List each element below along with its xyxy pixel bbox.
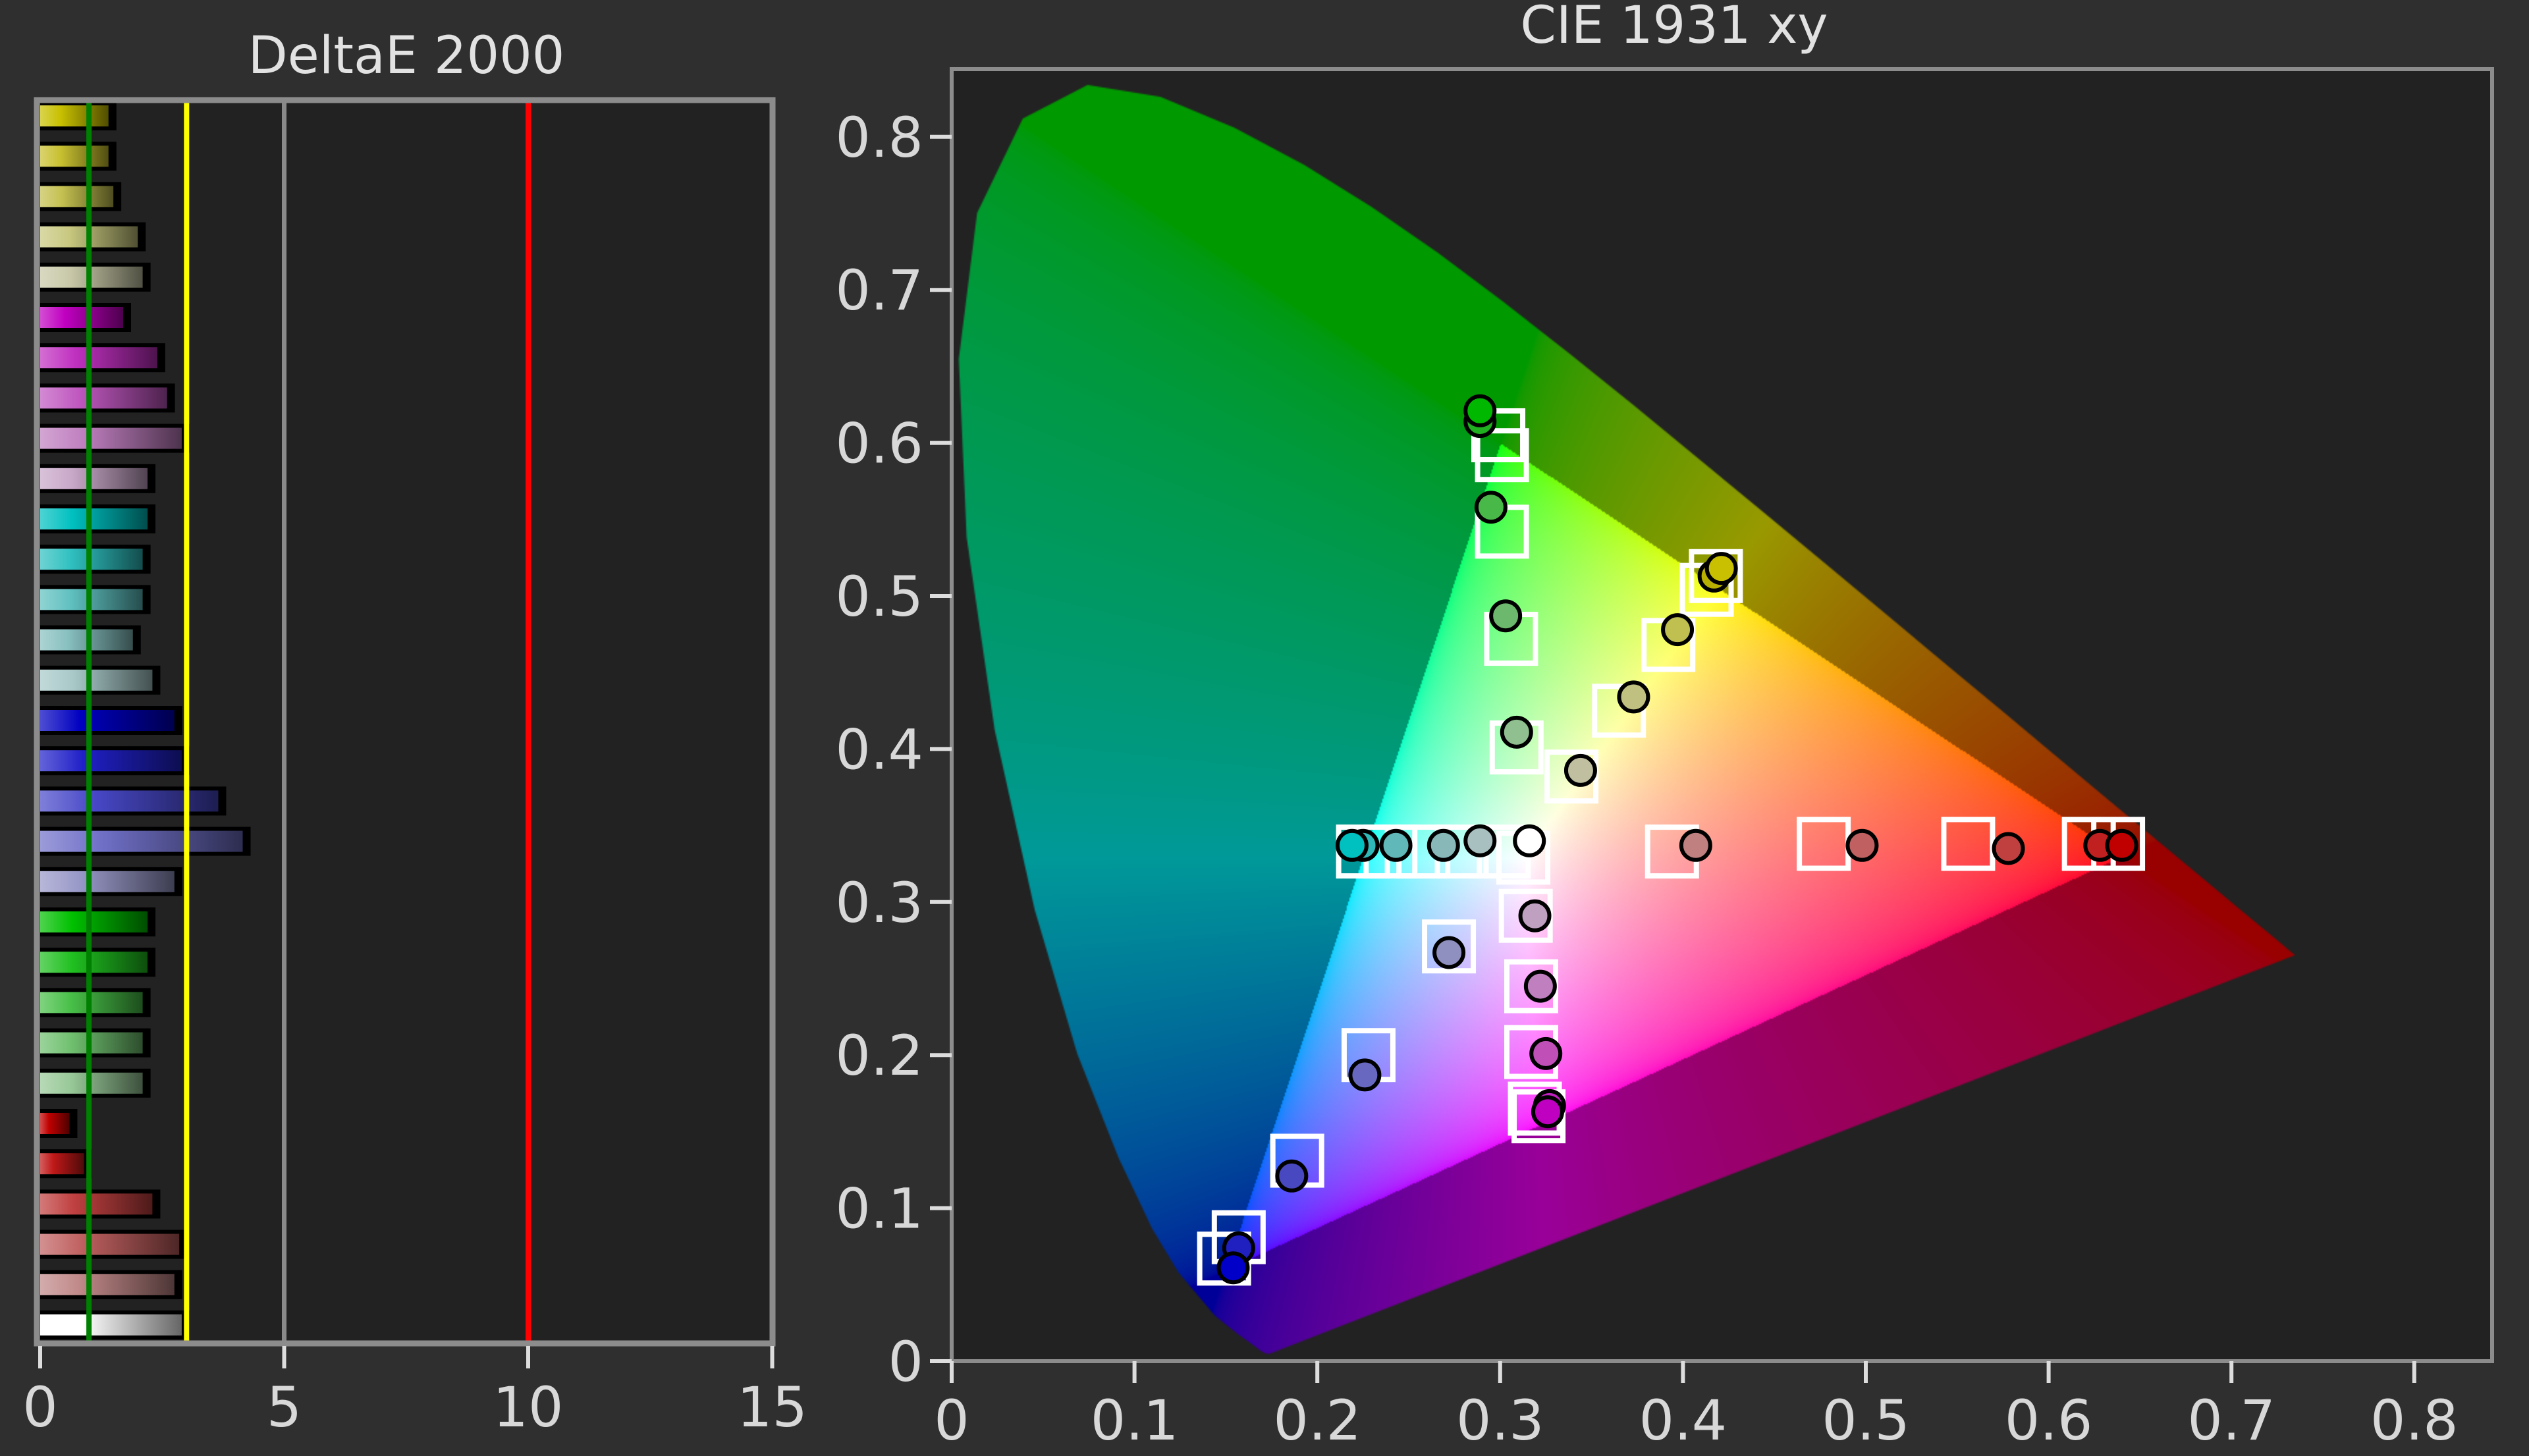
x-tick-label: 0.6 [2005,1388,2093,1453]
measured-point [1216,1251,1250,1285]
measured-point [1463,394,1497,427]
measured-point [1523,969,1557,1003]
deltae-bar [40,871,175,892]
deltae-bar [40,669,153,691]
cie-chart-title: CIE 1931 xy [1520,0,1828,55]
deltae-bar [40,710,175,731]
measured-point [1474,491,1508,524]
deltae-bar [40,105,109,126]
measured-point [1513,824,1546,857]
x-tick-label: 0.3 [1456,1388,1544,1453]
x-tick-label: 15 [737,1375,807,1440]
deltae-bar [40,911,148,932]
measured-markers [1216,394,2138,1285]
y-tick-label: 0.6 [835,412,923,476]
measured-point [1500,715,1533,749]
deltae-bar [40,750,182,772]
target-marker [1941,817,1996,871]
x-tick-label: 0.1 [1091,1388,1179,1453]
x-tick-label: 0.7 [2187,1388,2275,1453]
deltae-reference-lines [86,100,531,1343]
deltae-bar [40,1314,182,1335]
measured-point [1679,828,1712,862]
measured-point [1463,824,1497,857]
deltae-bar [40,830,243,852]
deltae-bar [40,1274,175,1295]
measured-point [1845,828,1879,862]
x-tick-label: 5 [267,1375,302,1440]
y-tick-label: 0 [888,1330,923,1394]
y-tick-label: 0.3 [835,871,923,935]
target-marker [1475,428,1529,483]
deltae-bar [40,790,219,812]
deltae-bar [40,1233,180,1255]
deltae-bar [40,952,148,973]
measured-point [1348,1058,1382,1092]
measured-point [1432,936,1466,969]
deltae-bar [40,307,123,328]
x-tick-label: 0.5 [1822,1388,1910,1453]
measured-point [1704,552,1738,585]
measured-point [1335,828,1369,862]
deltae-bar [40,1153,84,1175]
measured-point [1992,832,2025,865]
y-tick-label: 0.4 [835,717,923,782]
measured-point [2105,828,2138,862]
deltae-bar [40,468,148,489]
target-marker [1689,549,1743,603]
deltae-bar [40,1193,153,1215]
deltae-chart-title: DeltaE 2000 [248,26,565,86]
x-tick-label: 0 [934,1388,969,1453]
cie-chromaticity-diagram [952,69,2492,1361]
x-tick-label: 0.8 [2370,1388,2459,1453]
x-tick-label: 0 [22,1375,57,1440]
cie-plot-frame [950,67,2494,1363]
deltae-bar [40,508,148,529]
measured-point [1275,1159,1309,1193]
y-tick-label: 0.8 [835,105,923,170]
x-tick-label: 0.2 [1273,1388,1361,1453]
target-marker [1592,684,1646,738]
y-tick-label: 0.2 [835,1023,923,1088]
y-tick-label: 0.5 [835,564,923,629]
deltae-bars [40,101,251,1339]
deltae-bar [40,387,167,409]
deltae-plot-frame [34,97,776,1347]
deltae-bar [40,146,109,167]
x-tick-label: 10 [493,1375,564,1440]
measured-point [1617,680,1650,714]
measured-point [1427,828,1460,862]
deltae-bar [40,427,182,449]
measured-point [1661,613,1695,647]
measured-point [1564,753,1597,787]
cie-axes: 0 0.1 0.2 0.3 0.4 0.5 0.6 0.7 0.8 0 0.1 0.2 0.3 0.4 0.… [835,105,2458,1453]
target-marker [1797,817,1851,871]
x-tick-label: 0.4 [1639,1388,1727,1453]
target-marker [1422,919,1477,974]
measured-point [1379,828,1413,862]
deltae-bar [40,186,114,207]
measured-point [1531,1095,1564,1129]
measured-point [1529,1037,1563,1070]
deltae-x-axis: 0 5 10 15 [22,1346,807,1440]
y-tick-label: 0.1 [835,1177,923,1241]
y-tick-label: 0.7 [835,258,923,323]
measured-point [1489,599,1523,633]
deltae-bar [40,347,157,369]
measured-point [1518,899,1552,932]
deltae-bar [40,1113,70,1134]
